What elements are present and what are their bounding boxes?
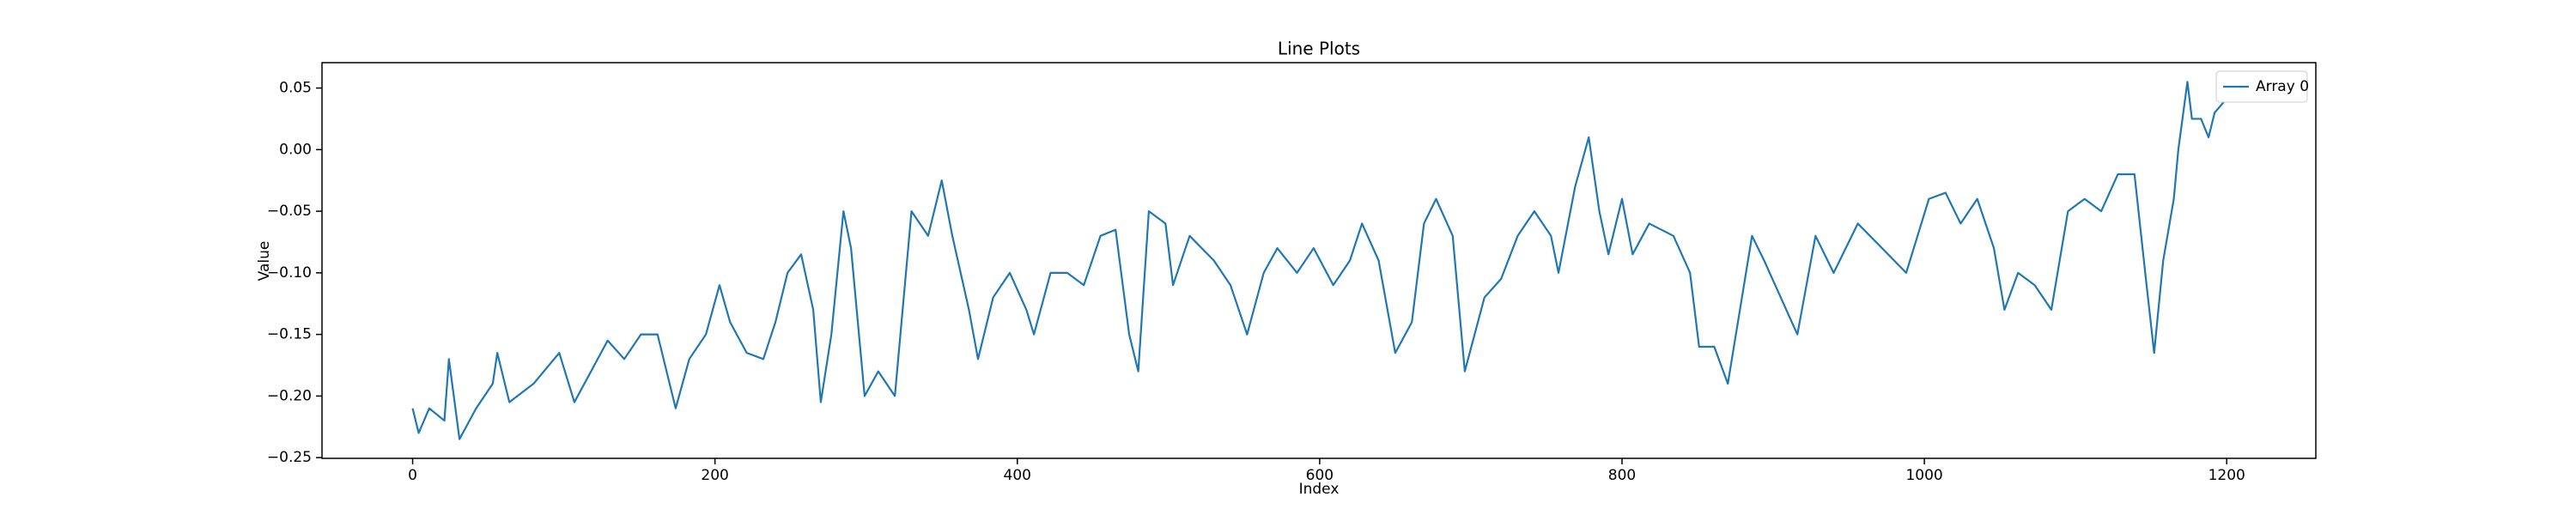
chart-title: Line Plots: [1278, 39, 1360, 59]
x-tick-label: 1200: [2208, 467, 2245, 484]
y-tick-label: −0.20: [267, 387, 312, 404]
x-tick-label: 0: [408, 467, 417, 484]
y-tick-label: 0.00: [279, 141, 312, 158]
x-tick-label: 1000: [1905, 467, 1942, 484]
y-axis-label: Value: [256, 241, 273, 282]
line-series: [411, 81, 2227, 440]
y-tick-label: −0.05: [267, 203, 312, 220]
x-tick-label: 600: [1306, 467, 1334, 484]
x-tick-label: 400: [1004, 467, 1031, 484]
legend-label: Array 0: [2256, 78, 2309, 95]
plot-frame: [321, 62, 2317, 459]
y-tick-label: −0.25: [267, 449, 312, 466]
x-tick-label: 200: [701, 467, 728, 484]
x-tick-label: 800: [1608, 467, 1636, 484]
y-tick-label: −0.15: [267, 326, 312, 343]
legend-box: [2215, 70, 2308, 103]
x-axis-label: Index: [1299, 481, 1340, 498]
y-tick-label: 0.05: [279, 80, 312, 97]
y-tick-label: −0.10: [267, 264, 312, 282]
